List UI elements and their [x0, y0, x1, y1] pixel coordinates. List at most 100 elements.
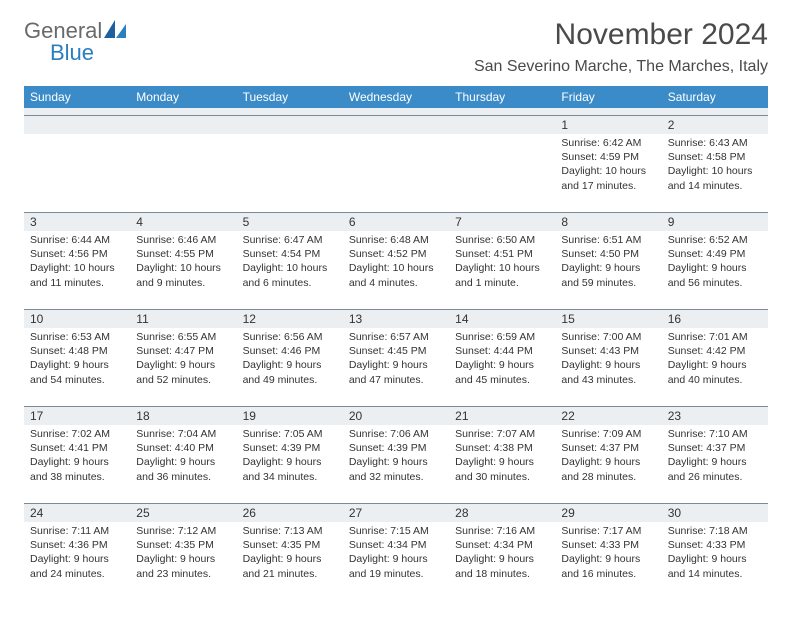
sunrise-text: Sunrise: 7:12 AM [136, 524, 230, 538]
day-number: 7 [449, 213, 555, 231]
day-number: 20 [343, 407, 449, 425]
sunrise-text: Sunrise: 6:46 AM [136, 233, 230, 247]
day-number [449, 116, 555, 134]
sunset-text: Sunset: 4:40 PM [136, 441, 230, 455]
weekday-header: Tuesday [237, 86, 343, 108]
day-cell [24, 134, 130, 212]
day-content: Sunrise: 7:18 AMSunset: 4:33 PMDaylight:… [668, 524, 762, 581]
day-number: 15 [555, 310, 661, 328]
location-subtitle: San Severino Marche, The Marches, Italy [474, 58, 768, 76]
sunset-text: Sunset: 4:45 PM [349, 344, 443, 358]
day-cell: Sunrise: 6:53 AMSunset: 4:48 PMDaylight:… [24, 328, 130, 406]
day-number-row: 17181920212223 [24, 406, 768, 425]
day-cell: Sunrise: 7:09 AMSunset: 4:37 PMDaylight:… [555, 425, 661, 503]
day-cell: Sunrise: 6:56 AMSunset: 4:46 PMDaylight:… [237, 328, 343, 406]
sunset-text: Sunset: 4:44 PM [455, 344, 549, 358]
sunset-text: Sunset: 4:42 PM [668, 344, 762, 358]
sunset-text: Sunset: 4:58 PM [668, 150, 762, 164]
sunset-text: Sunset: 4:33 PM [668, 538, 762, 552]
day-number: 26 [237, 504, 343, 522]
sunrise-text: Sunrise: 6:56 AM [243, 330, 337, 344]
day-content: Sunrise: 6:56 AMSunset: 4:46 PMDaylight:… [243, 330, 337, 387]
day-content: Sunrise: 7:10 AMSunset: 4:37 PMDaylight:… [668, 427, 762, 484]
daylight-text: Daylight: 10 hours and 4 minutes. [349, 261, 443, 289]
day-cell: Sunrise: 6:43 AMSunset: 4:58 PMDaylight:… [662, 134, 768, 212]
day-number: 24 [24, 504, 130, 522]
week-row: Sunrise: 6:42 AMSunset: 4:59 PMDaylight:… [24, 134, 768, 212]
day-cell: Sunrise: 7:06 AMSunset: 4:39 PMDaylight:… [343, 425, 449, 503]
day-content: Sunrise: 6:50 AMSunset: 4:51 PMDaylight:… [455, 233, 549, 290]
header-spacer [24, 108, 768, 116]
day-cell: Sunrise: 6:48 AMSunset: 4:52 PMDaylight:… [343, 231, 449, 309]
day-number: 3 [24, 213, 130, 231]
sunset-text: Sunset: 4:50 PM [561, 247, 655, 261]
day-number: 1 [555, 116, 661, 134]
sunrise-text: Sunrise: 6:52 AM [668, 233, 762, 247]
day-content: Sunrise: 7:12 AMSunset: 4:35 PMDaylight:… [136, 524, 230, 581]
sunset-text: Sunset: 4:35 PM [136, 538, 230, 552]
day-cell: Sunrise: 7:04 AMSunset: 4:40 PMDaylight:… [130, 425, 236, 503]
daylight-text: Daylight: 9 hours and 23 minutes. [136, 552, 230, 580]
daylight-text: Daylight: 9 hours and 19 minutes. [349, 552, 443, 580]
sunrise-text: Sunrise: 6:51 AM [561, 233, 655, 247]
day-number: 12 [237, 310, 343, 328]
day-cell: Sunrise: 6:47 AMSunset: 4:54 PMDaylight:… [237, 231, 343, 309]
daylight-text: Daylight: 9 hours and 16 minutes. [561, 552, 655, 580]
daylight-text: Daylight: 9 hours and 32 minutes. [349, 455, 443, 483]
day-cell: Sunrise: 7:10 AMSunset: 4:37 PMDaylight:… [662, 425, 768, 503]
sunset-text: Sunset: 4:34 PM [349, 538, 443, 552]
day-content: Sunrise: 7:16 AMSunset: 4:34 PMDaylight:… [455, 524, 549, 581]
day-number: 23 [662, 407, 768, 425]
day-content: Sunrise: 7:11 AMSunset: 4:36 PMDaylight:… [30, 524, 124, 581]
logo-sail-icon [104, 25, 126, 42]
day-cell: Sunrise: 7:17 AMSunset: 4:33 PMDaylight:… [555, 522, 661, 600]
day-cell [449, 134, 555, 212]
sunrise-text: Sunrise: 7:05 AM [243, 427, 337, 441]
day-content: Sunrise: 6:48 AMSunset: 4:52 PMDaylight:… [349, 233, 443, 290]
day-number: 28 [449, 504, 555, 522]
sunrise-text: Sunrise: 7:16 AM [455, 524, 549, 538]
day-content: Sunrise: 7:01 AMSunset: 4:42 PMDaylight:… [668, 330, 762, 387]
day-cell: Sunrise: 7:01 AMSunset: 4:42 PMDaylight:… [662, 328, 768, 406]
day-cell: Sunrise: 7:05 AMSunset: 4:39 PMDaylight:… [237, 425, 343, 503]
day-number: 14 [449, 310, 555, 328]
day-content: Sunrise: 6:47 AMSunset: 4:54 PMDaylight:… [243, 233, 337, 290]
day-cell: Sunrise: 6:46 AMSunset: 4:55 PMDaylight:… [130, 231, 236, 309]
daylight-text: Daylight: 9 hours and 14 minutes. [668, 552, 762, 580]
day-content: Sunrise: 6:53 AMSunset: 4:48 PMDaylight:… [30, 330, 124, 387]
sunset-text: Sunset: 4:39 PM [243, 441, 337, 455]
day-number-row: 10111213141516 [24, 309, 768, 328]
day-number: 9 [662, 213, 768, 231]
day-number: 30 [662, 504, 768, 522]
day-content: Sunrise: 7:17 AMSunset: 4:33 PMDaylight:… [561, 524, 655, 581]
weekday-header: Wednesday [343, 86, 449, 108]
day-content: Sunrise: 6:42 AMSunset: 4:59 PMDaylight:… [561, 136, 655, 193]
day-number: 2 [662, 116, 768, 134]
daylight-text: Daylight: 9 hours and 24 minutes. [30, 552, 124, 580]
sunrise-text: Sunrise: 7:18 AM [668, 524, 762, 538]
daylight-text: Daylight: 9 hours and 18 minutes. [455, 552, 549, 580]
logo: General Blue [24, 18, 126, 66]
sunrise-text: Sunrise: 6:48 AM [349, 233, 443, 247]
day-cell: Sunrise: 7:00 AMSunset: 4:43 PMDaylight:… [555, 328, 661, 406]
day-content: Sunrise: 7:06 AMSunset: 4:39 PMDaylight:… [349, 427, 443, 484]
sunrise-text: Sunrise: 6:44 AM [30, 233, 124, 247]
sunset-text: Sunset: 4:46 PM [243, 344, 337, 358]
sunset-text: Sunset: 4:38 PM [455, 441, 549, 455]
sunrise-text: Sunrise: 7:00 AM [561, 330, 655, 344]
day-cell: Sunrise: 7:02 AMSunset: 4:41 PMDaylight:… [24, 425, 130, 503]
sunset-text: Sunset: 4:34 PM [455, 538, 549, 552]
day-content: Sunrise: 6:46 AMSunset: 4:55 PMDaylight:… [136, 233, 230, 290]
day-content: Sunrise: 7:09 AMSunset: 4:37 PMDaylight:… [561, 427, 655, 484]
day-number [24, 116, 130, 134]
sunrise-text: Sunrise: 6:43 AM [668, 136, 762, 150]
week-row: Sunrise: 6:53 AMSunset: 4:48 PMDaylight:… [24, 328, 768, 406]
title-block: November 2024 San Severino Marche, The M… [474, 18, 768, 76]
day-number: 6 [343, 213, 449, 231]
day-content: Sunrise: 6:44 AMSunset: 4:56 PMDaylight:… [30, 233, 124, 290]
sunset-text: Sunset: 4:52 PM [349, 247, 443, 261]
day-number: 13 [343, 310, 449, 328]
day-cell: Sunrise: 6:59 AMSunset: 4:44 PMDaylight:… [449, 328, 555, 406]
day-number: 21 [449, 407, 555, 425]
sunrise-text: Sunrise: 6:59 AM [455, 330, 549, 344]
